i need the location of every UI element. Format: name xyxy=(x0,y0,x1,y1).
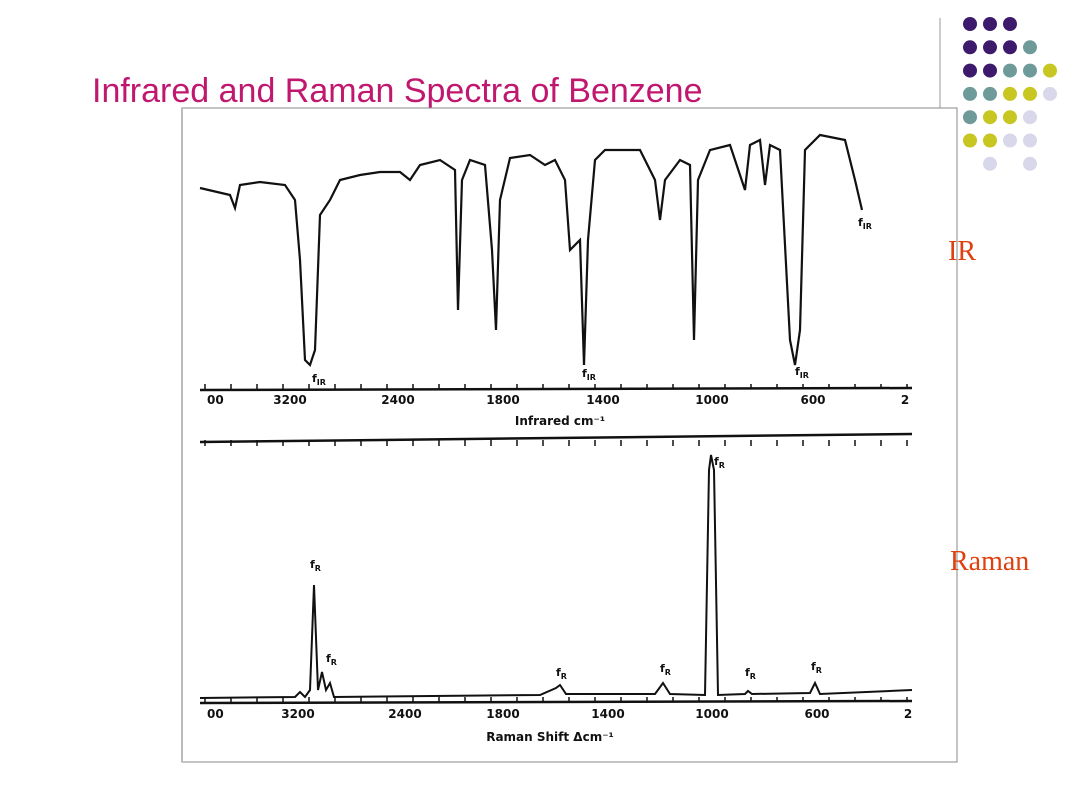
peak-label: fR xyxy=(745,666,756,681)
raman-tick-label: 1000 xyxy=(695,707,728,721)
peak-label-base: f xyxy=(811,660,816,673)
peak-label-base: f xyxy=(556,666,561,679)
ir-tick-label: 00 xyxy=(207,393,224,407)
dot xyxy=(1023,156,1037,171)
ir-tick-label: 2400 xyxy=(381,393,414,407)
peak-label-base: f xyxy=(312,372,317,385)
peak-label-sub: IR xyxy=(587,373,596,382)
peak-label: fR xyxy=(714,455,725,470)
raman-tick-label: 1800 xyxy=(486,707,519,721)
raman-tick-label: 1400 xyxy=(591,707,624,721)
decoration xyxy=(963,17,1057,171)
peak-label: fR xyxy=(326,652,337,667)
ir-tick-label: 1800 xyxy=(486,393,519,407)
peak-label: fIR xyxy=(582,367,596,382)
dot xyxy=(1003,133,1017,148)
ir-spectrum xyxy=(199,133,864,368)
peak-label: fR xyxy=(556,666,567,681)
peak-label-base: f xyxy=(795,365,800,378)
peak-label: fR xyxy=(660,662,671,677)
raman-tick-label: 2400 xyxy=(388,707,421,721)
peak-label-base: f xyxy=(858,216,863,229)
slide-title: Infrared and Raman Spectra of Benzene xyxy=(92,72,703,110)
dot xyxy=(963,133,977,148)
peak-label-sub: R xyxy=(750,672,756,681)
dot xyxy=(963,110,977,125)
peak-label-base: f xyxy=(660,662,665,675)
peak-label-base: f xyxy=(745,666,750,679)
dot xyxy=(983,63,997,78)
spectra: 00 3200 2400 1800 1400 1000 600 200 3200 2400 1800… xyxy=(199,133,913,744)
peak-label: fIR xyxy=(858,216,872,231)
peak-label-sub: R xyxy=(315,564,321,573)
peak-label-base: f xyxy=(310,558,315,571)
dot xyxy=(963,17,977,31)
peak-label: fIR xyxy=(312,372,326,387)
ir-tick-label: 600 xyxy=(800,393,825,407)
dot xyxy=(963,63,977,78)
image-edge xyxy=(181,108,183,762)
dot xyxy=(983,156,997,171)
peak-label: fIR xyxy=(795,365,809,380)
peak-label-sub: IR xyxy=(317,378,326,387)
dot xyxy=(1023,133,1037,148)
dot xyxy=(983,86,997,101)
axis-line xyxy=(199,432,913,444)
peak-label-sub: R xyxy=(561,672,567,681)
raman-tick-label: 3200 xyxy=(281,707,314,721)
ir-tick-label: 2 xyxy=(901,393,909,407)
ir-axis-label: Infrared cm⁻¹ xyxy=(515,414,605,428)
dot xyxy=(963,86,977,101)
peak-label: fR xyxy=(811,660,822,675)
peak-label-base: f xyxy=(714,455,719,468)
raman-label: Raman xyxy=(950,546,1029,577)
dot xyxy=(1003,86,1017,101)
dot xyxy=(1003,63,1017,78)
dot xyxy=(1003,17,1017,31)
dot xyxy=(1023,110,1037,125)
peak-label-sub: R xyxy=(665,668,671,677)
peak-label-sub: R xyxy=(816,666,822,675)
ir-label: IR xyxy=(948,236,976,267)
raman-tick-label: 2 xyxy=(904,707,912,721)
raman-tick-label: 600 xyxy=(804,707,829,721)
raman-tick-label: 00 xyxy=(207,707,224,721)
peak-label-sub: R xyxy=(331,658,337,667)
dot xyxy=(983,40,997,55)
peak-label-sub: IR xyxy=(800,371,809,380)
ir-tick-label: 1000 xyxy=(695,393,728,407)
dot xyxy=(1003,40,1017,55)
dot xyxy=(1023,63,1037,78)
dot xyxy=(983,17,997,31)
axis-line xyxy=(199,699,913,705)
ir-tick-label: 1400 xyxy=(586,393,619,407)
peak-label-sub: R xyxy=(719,461,725,470)
raman-spectrum xyxy=(199,454,913,699)
dot xyxy=(983,110,997,125)
peak-label-base: f xyxy=(326,652,331,665)
axis-line xyxy=(199,386,913,392)
dot xyxy=(1023,86,1037,101)
dot xyxy=(963,40,977,55)
raman-axis-label: Raman Shift Δcm⁻¹ xyxy=(486,730,614,744)
dot xyxy=(1023,40,1037,55)
dot xyxy=(983,133,997,148)
dot xyxy=(1043,86,1057,101)
ir-tick-label: 3200 xyxy=(273,393,306,407)
dot xyxy=(1043,63,1057,78)
dot xyxy=(1003,110,1017,125)
peak-label-sub: IR xyxy=(863,222,872,231)
peak-label: fR xyxy=(310,558,321,573)
peak-label-base: f xyxy=(582,367,587,380)
